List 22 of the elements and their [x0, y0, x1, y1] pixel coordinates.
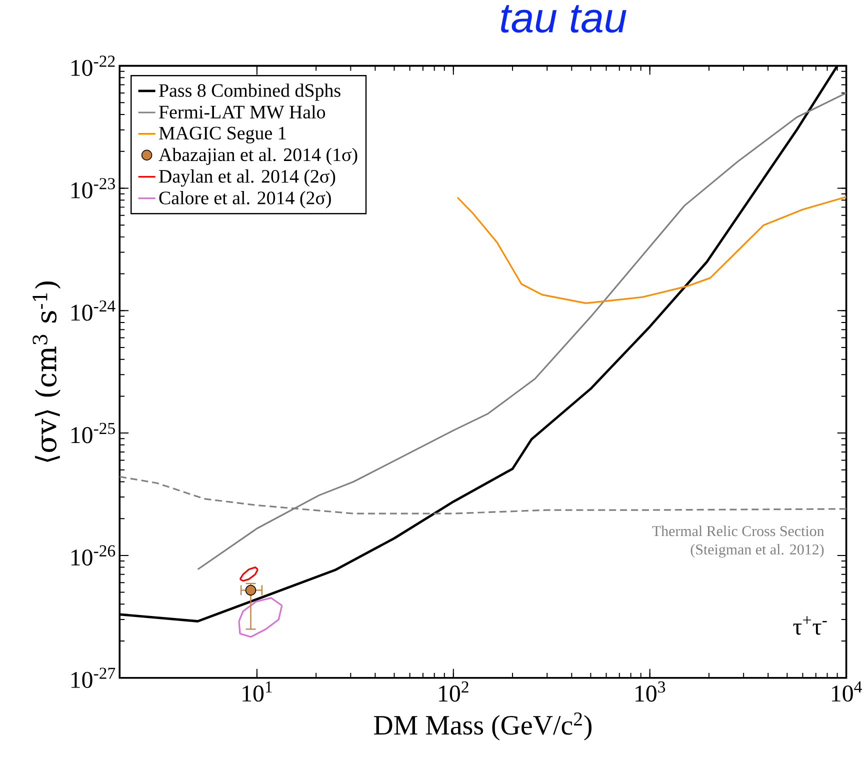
y-tick-label: 10$^{-27}$ — [71, 668, 116, 688]
x-tick-label: 10$^{4}$ — [832, 682, 862, 702]
legend-label: Daylan et al. 2014 (2σ) — [159, 170, 336, 187]
x-axis-title: DM Mass (GeV/c$^{2}$) — [374, 712, 592, 741]
y-tick-label: 10$^{-24}$ — [71, 300, 116, 322]
legend-label: MAGIC Segue 1 — [159, 127, 286, 144]
legend-label: Calore et al. 2014 (2σ) — [159, 191, 331, 208]
annotation: Thermal Relic Cross Section — [652, 526, 824, 536]
x-tick-label: 10$^{3}$ — [636, 682, 666, 702]
legend-label: Fermi-LAT MW Halo — [159, 105, 326, 119]
x-tick-label: 10$^{1}$ — [242, 682, 272, 702]
y-tick-label: 10$^{-22}$ — [71, 56, 115, 76]
chart-title: tau tau — [501, 5, 626, 33]
y-axis-title: ⟨σv⟩ (cm$^{3}$ s$^{-1}$) — [32, 282, 61, 462]
legend-label: Abazajian et al. 2014 (1σ) — [158, 148, 358, 166]
y-tick-label: 10$^{-25}$ — [71, 423, 115, 444]
y-tick-label: 10$^{-23}$ — [71, 178, 115, 199]
y-tick-label: 10$^{-26}$ — [71, 546, 116, 566]
x-tick-label: 10$^{2}$ — [439, 682, 468, 702]
legend-label: Pass 8 Combined dSphs — [159, 84, 340, 101]
annotation: (Steigman et al. 2012) — [690, 544, 824, 558]
annotation: τ$^{+}$τ$^{-}$ — [793, 616, 827, 636]
